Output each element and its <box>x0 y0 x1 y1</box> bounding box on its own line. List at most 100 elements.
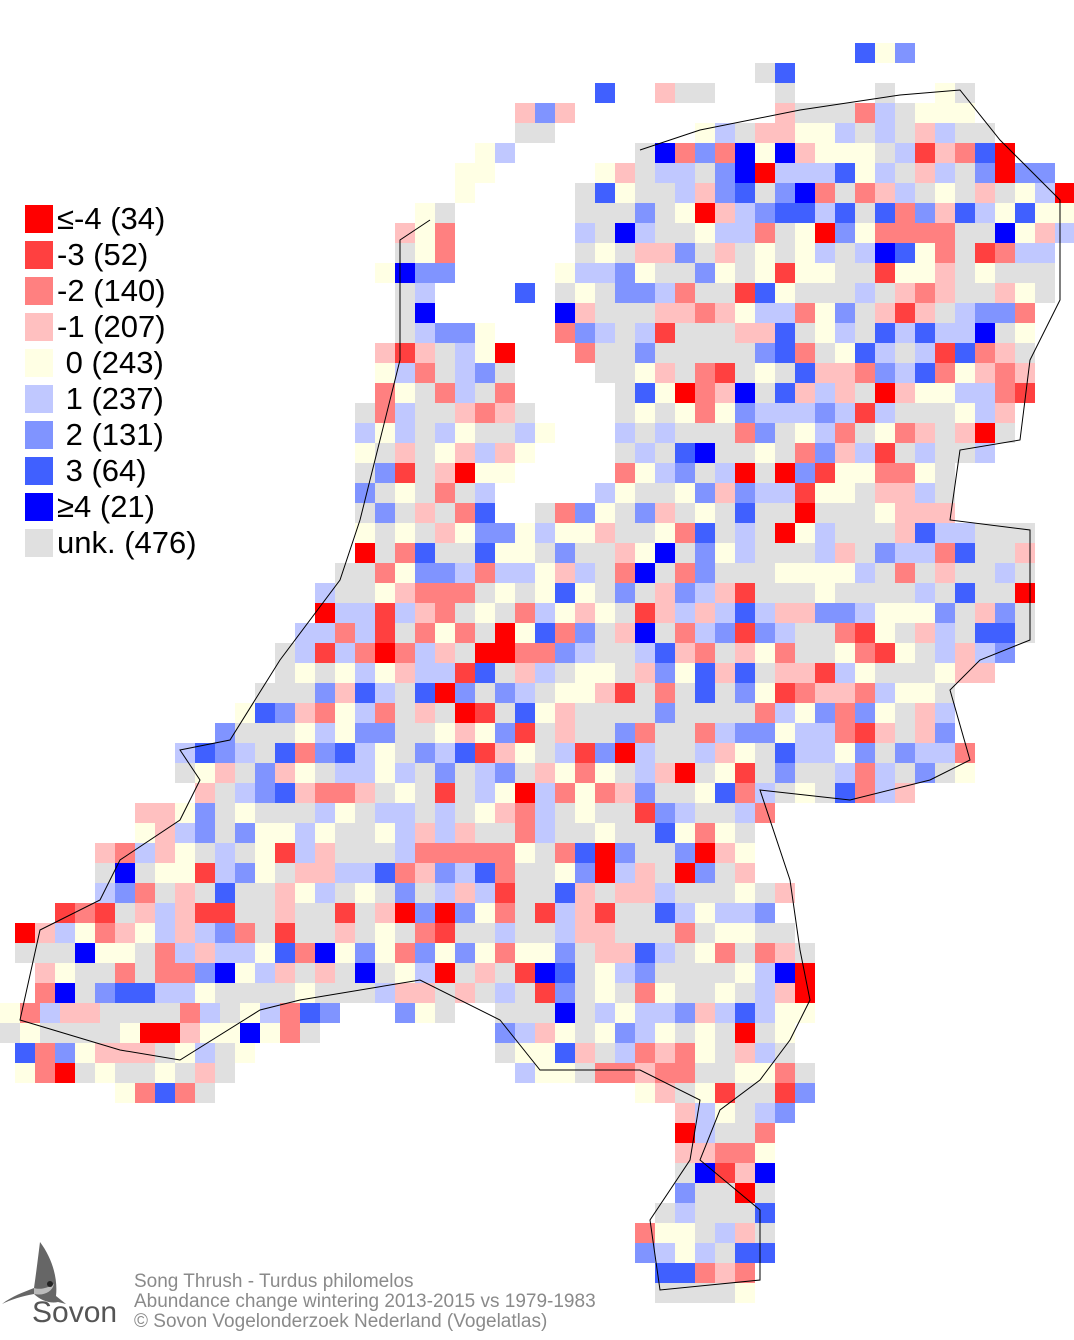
grid-cell <box>435 663 455 683</box>
grid-cell <box>475 383 495 403</box>
grid-cell <box>915 463 935 483</box>
grid-cell <box>515 823 535 843</box>
grid-cell <box>535 1043 555 1063</box>
grid-cell <box>715 943 735 963</box>
grid-cell <box>75 963 95 983</box>
grid-cell <box>795 603 815 623</box>
grid-cell <box>275 943 295 963</box>
grid-cell <box>635 423 655 443</box>
grid-cell <box>895 723 915 743</box>
grid-cell <box>995 183 1015 203</box>
grid-cell <box>1015 383 1035 403</box>
grid-cell <box>615 723 635 743</box>
grid-cell <box>895 763 915 783</box>
grid-cell <box>475 523 495 543</box>
grid-cell <box>280 1023 300 1043</box>
grid-cell <box>295 683 315 703</box>
grid-cell <box>655 1063 675 1083</box>
grid-cell <box>155 1043 175 1063</box>
grid-cell <box>795 1083 815 1103</box>
grid-cell <box>675 643 695 663</box>
grid-cell <box>695 223 715 243</box>
grid-cell <box>715 983 735 1003</box>
grid-cell <box>695 703 715 723</box>
grid-cell <box>755 203 775 223</box>
grid-cell <box>695 1023 715 1043</box>
grid-cell <box>255 923 275 943</box>
copyright-notice: © Sovon Vogelonderzoek Nederland (Vogela… <box>134 1311 548 1332</box>
grid-cell <box>635 403 655 423</box>
grid-cell <box>575 283 595 303</box>
grid-cell <box>835 783 855 803</box>
grid-cell <box>435 403 455 423</box>
grid-cell <box>835 143 855 163</box>
grid-cell <box>875 203 895 223</box>
grid-cell <box>775 1063 795 1083</box>
grid-cell <box>635 623 655 643</box>
grid-cell <box>955 563 975 583</box>
grid-cell <box>435 783 455 803</box>
grid-cell <box>795 263 815 283</box>
grid-cell <box>795 723 815 743</box>
grid-cell <box>235 783 255 803</box>
grid-cell <box>615 223 635 243</box>
grid-cell <box>715 823 735 843</box>
grid-cell <box>875 703 895 723</box>
grid-cell <box>495 1043 515 1063</box>
grid-cell <box>175 903 195 923</box>
grid-cell <box>675 483 695 503</box>
grid-cell <box>655 363 675 383</box>
grid-cell <box>975 303 995 323</box>
grid-cell <box>715 543 735 563</box>
grid-cell <box>815 183 835 203</box>
grid-cell <box>135 803 155 823</box>
grid-cell <box>415 763 435 783</box>
grid-cell <box>875 563 895 583</box>
grid-cell <box>695 1043 715 1063</box>
grid-cell <box>855 583 875 603</box>
grid-cell <box>635 583 655 603</box>
grid-cell <box>595 203 615 223</box>
grid-cell <box>715 1023 735 1043</box>
grid-cell <box>595 723 615 743</box>
grid-cell <box>575 183 595 203</box>
grid-cell <box>715 643 735 663</box>
grid-cell <box>455 683 475 703</box>
grid-cell <box>935 343 955 363</box>
grid-cell <box>935 543 955 563</box>
grid-cell <box>675 683 695 703</box>
grid-cell <box>695 983 715 1003</box>
grid-cell <box>935 643 955 663</box>
grid-cell <box>675 1103 695 1123</box>
grid-cell <box>755 403 775 423</box>
grid-cell <box>755 783 775 803</box>
grid-cell <box>875 643 895 663</box>
grid-cell <box>235 823 255 843</box>
grid-cell <box>975 183 995 203</box>
grid-cell <box>295 923 315 943</box>
grid-cell <box>715 123 735 143</box>
grid-cell <box>20 1023 40 1043</box>
grid-cell <box>355 583 375 603</box>
grid-cell <box>795 123 815 143</box>
grid-cell <box>575 743 595 763</box>
grid-cell <box>15 1063 35 1083</box>
country-border <box>19 89 1061 1291</box>
grid-cell <box>975 223 995 243</box>
grid-cell <box>235 903 255 923</box>
grid-cell <box>935 263 955 283</box>
grid-cell <box>555 883 575 903</box>
grid-cell <box>795 663 815 683</box>
grid-cell <box>395 543 415 563</box>
grid-cell <box>995 383 1015 403</box>
grid-cell <box>755 923 775 943</box>
grid-cell <box>315 723 335 743</box>
grid-cell <box>575 863 595 883</box>
grid-cell <box>655 383 675 403</box>
grid-cell <box>535 643 555 663</box>
grid-cell <box>635 1003 655 1023</box>
grid-cell <box>575 523 595 543</box>
grid-cell <box>95 863 115 883</box>
grid-cell <box>815 483 835 503</box>
grid-cell <box>375 883 395 903</box>
